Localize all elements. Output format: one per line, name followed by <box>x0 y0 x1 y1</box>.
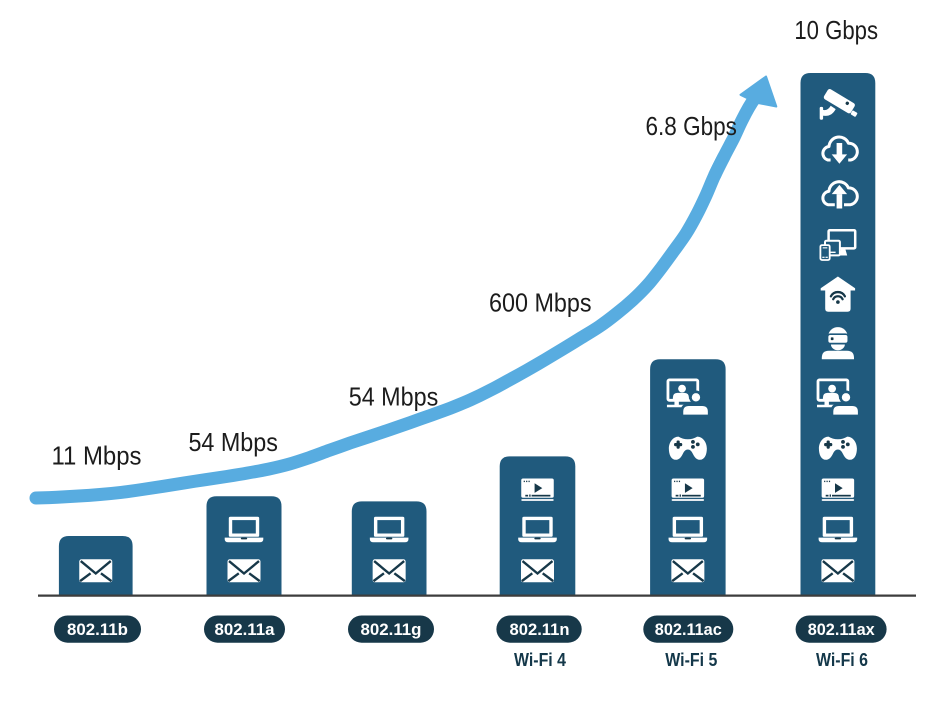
svg-text:802.11g: 802.11g <box>361 621 422 639</box>
svg-text:802.11ax: 802.11ax <box>808 621 876 639</box>
svg-text:Wi-Fi 6: Wi-Fi 6 <box>816 649 868 670</box>
svg-text:802.11n: 802.11n <box>510 621 570 639</box>
svg-text:Wi-Fi 5: Wi-Fi 5 <box>665 649 717 670</box>
svg-text:54 Mbps: 54 Mbps <box>349 382 439 412</box>
svg-text:11 Mbps: 11 Mbps <box>52 440 142 470</box>
svg-text:802.11ac: 802.11ac <box>655 621 722 639</box>
svg-text:802.11b: 802.11b <box>67 621 128 639</box>
svg-text:600 Mbps: 600 Mbps <box>489 287 592 317</box>
svg-text:Wi-Fi 4: Wi-Fi 4 <box>514 649 567 670</box>
svg-text:802.11a: 802.11a <box>215 621 276 639</box>
svg-text:10 Gbps: 10 Gbps <box>794 15 878 45</box>
svg-text:6.8 Gbps: 6.8 Gbps <box>646 111 737 141</box>
svg-text:54 Mbps: 54 Mbps <box>188 427 278 457</box>
